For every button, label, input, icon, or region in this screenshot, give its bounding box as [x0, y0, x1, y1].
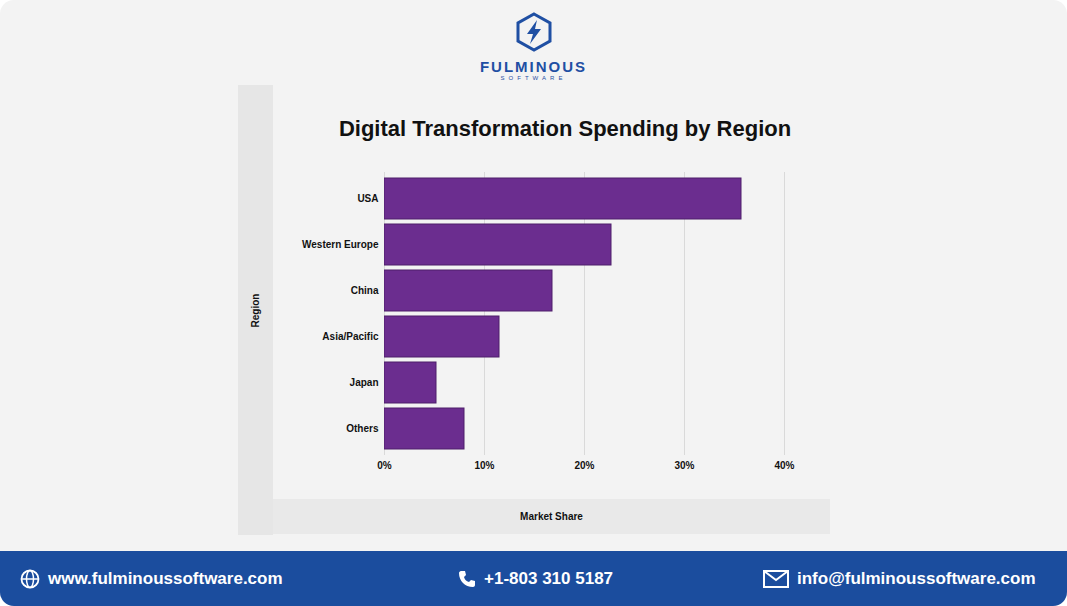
svg-text:40%: 40%	[774, 460, 794, 471]
html-text:FULMINOUS: FULMINOUS	[479, 58, 588, 75]
html-text:Market Share: Market Share	[520, 511, 583, 522]
svg-text:Others: Others	[346, 423, 379, 434]
svg-text:USA: USA	[357, 193, 378, 204]
svg-text:Asia/Pacific: Asia/Pacific	[322, 331, 379, 342]
html-text:www.fulminoussoftware.com: www.fulminoussoftware.com	[48, 568, 283, 588]
html-text:SOFTWARE: SOFTWARE	[500, 75, 567, 81]
svg-text:China: China	[351, 285, 379, 296]
html-text:Region: Region	[250, 293, 261, 327]
svg-text:20%: 20%	[574, 460, 594, 471]
html-text:info@fulminoussoftware.com: info@fulminoussoftware.com	[797, 568, 1036, 588]
svg-text:10%: 10%	[474, 460, 494, 471]
html-text:+1-803 310 5187: +1-803 310 5187	[484, 568, 613, 588]
svg-text:Western Europe: Western Europe	[302, 239, 379, 250]
svg-text:30%: 30%	[674, 460, 694, 471]
svg-text:0%: 0%	[377, 460, 392, 471]
html-text:Digital Transformation Spendin: Digital Transformation Spending by Regio…	[338, 116, 792, 141]
svg-text:Japan: Japan	[350, 377, 379, 388]
